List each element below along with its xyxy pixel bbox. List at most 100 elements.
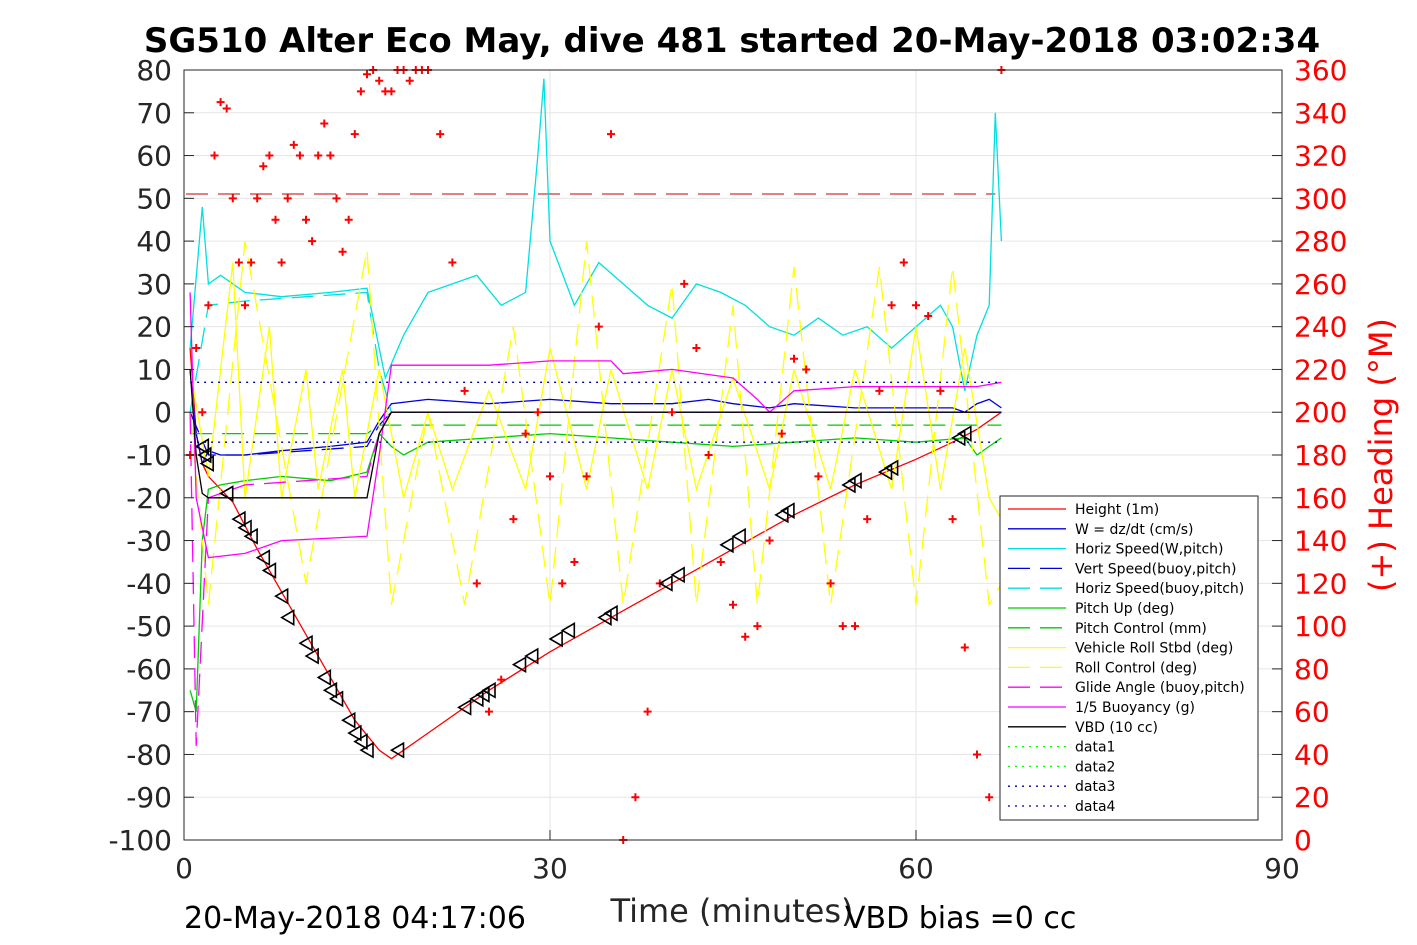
y2-tick-label: 40 <box>1294 738 1330 771</box>
y-tick-label: 50 <box>136 182 172 215</box>
y-tick-label: -40 <box>126 567 172 600</box>
heading-point <box>826 579 835 588</box>
y2-tick-label: 240 <box>1294 311 1347 344</box>
heading-point <box>216 98 225 107</box>
heading-point <box>405 76 414 85</box>
y-tick-label: -10 <box>126 439 172 472</box>
y-tick-label: -100 <box>108 824 172 857</box>
heading-point <box>320 119 329 128</box>
triangle-point <box>316 669 332 686</box>
heading-point <box>192 344 201 353</box>
triangle-point <box>548 630 563 648</box>
heading-point <box>863 515 872 524</box>
triangle-point <box>304 647 319 665</box>
y-tick-label: -90 <box>126 781 172 814</box>
triangle-point <box>957 425 972 443</box>
heading-point <box>851 622 859 631</box>
legend-label: Horiz Speed(W,pitch) <box>1075 542 1223 558</box>
heading-point <box>485 707 493 716</box>
heading-point <box>259 162 268 171</box>
heading-point <box>497 675 506 684</box>
legend-label: data2 <box>1075 759 1115 775</box>
y2-tick-label: 320 <box>1294 140 1347 173</box>
series-layer <box>189 78 1003 760</box>
heading-point <box>631 793 640 802</box>
heading-point <box>802 365 811 374</box>
legend-label: Pitch Up (deg) <box>1075 601 1174 617</box>
heading-point <box>533 408 542 417</box>
triangle-point <box>199 455 214 472</box>
y-tick-label: 40 <box>136 225 172 258</box>
triangle-point <box>328 690 344 708</box>
triangle-point <box>341 711 356 729</box>
heading-point <box>460 386 469 395</box>
series-line <box>190 424 1002 435</box>
heading-point <box>265 151 274 160</box>
heading-point <box>729 600 737 609</box>
heading-point <box>936 386 945 395</box>
triangle-point <box>322 681 338 699</box>
legend-label: Height (1m) <box>1075 502 1159 518</box>
triangle-point <box>780 502 795 520</box>
heading-point <box>204 301 213 310</box>
y-tick-label: -20 <box>126 482 172 515</box>
y-tick-label: -30 <box>126 525 172 558</box>
triangle-point <box>884 459 899 477</box>
y2-tick-label: 80 <box>1294 653 1330 686</box>
heading-point <box>387 87 396 96</box>
heading-point <box>521 429 530 438</box>
triangle-point <box>274 587 289 605</box>
legend-label: data4 <box>1075 799 1116 815</box>
heading-point <box>277 258 286 267</box>
legend-label: 1/5 Buoyancy (g) <box>1075 700 1195 716</box>
heading-point <box>344 215 353 224</box>
heading-point <box>899 258 908 267</box>
y2-tick-label: 160 <box>1294 482 1347 515</box>
heading-point <box>271 215 280 224</box>
heading-point <box>210 151 219 160</box>
heading-point <box>228 194 237 203</box>
triangle-point <box>359 741 374 759</box>
x-tick-label: 60 <box>898 852 934 885</box>
heading-point <box>814 472 823 481</box>
heading-point <box>777 429 786 438</box>
legend-label: Horiz Speed(buoy,pitch) <box>1075 581 1244 597</box>
y2-tick-label: 120 <box>1294 567 1347 600</box>
heading-point <box>375 76 384 85</box>
heading-point <box>247 258 256 267</box>
x-axis-label: Time (minutes) <box>610 892 854 930</box>
heading-point <box>985 793 994 802</box>
series-line <box>189 369 1002 499</box>
triangle-point <box>280 609 295 626</box>
triangle-point <box>353 733 368 751</box>
triangle-point <box>261 562 277 579</box>
y-tick-label: -80 <box>126 738 172 771</box>
footer-vbd-bias: VBD bias =0 cc <box>845 901 1076 936</box>
y-tick-label: 80 <box>136 54 172 87</box>
y2-tick-label: 100 <box>1294 610 1347 643</box>
y2-axis-label: (+) Heading (°M) <box>1362 318 1400 592</box>
heading-point <box>765 536 774 545</box>
heading-point <box>241 301 249 310</box>
chart-title: SG510 Alter Eco May, dive 481 started 20… <box>144 21 1320 61</box>
y2-tick-label: 340 <box>1294 97 1347 130</box>
heading-point <box>753 622 762 631</box>
triangle-point <box>298 634 313 652</box>
heading-point <box>448 258 457 267</box>
heading-point <box>960 643 969 652</box>
y-tick-label: -50 <box>126 610 172 643</box>
series-line <box>189 292 1002 559</box>
legend-label: Glide Angle (buoy,pitch) <box>1075 680 1245 696</box>
heading-point <box>326 151 335 160</box>
x-tick-label: 0 <box>175 852 193 885</box>
triangle-point <box>255 549 271 567</box>
heading-point <box>350 130 359 139</box>
triangle-point <box>658 574 673 592</box>
heading-point <box>643 707 652 716</box>
heading-point <box>546 472 554 481</box>
legend-label: W = dz/dt (cm/s) <box>1075 522 1194 538</box>
triangle-point <box>194 438 210 455</box>
y2-tick-label: 300 <box>1294 182 1347 215</box>
heading-point <box>973 750 981 759</box>
